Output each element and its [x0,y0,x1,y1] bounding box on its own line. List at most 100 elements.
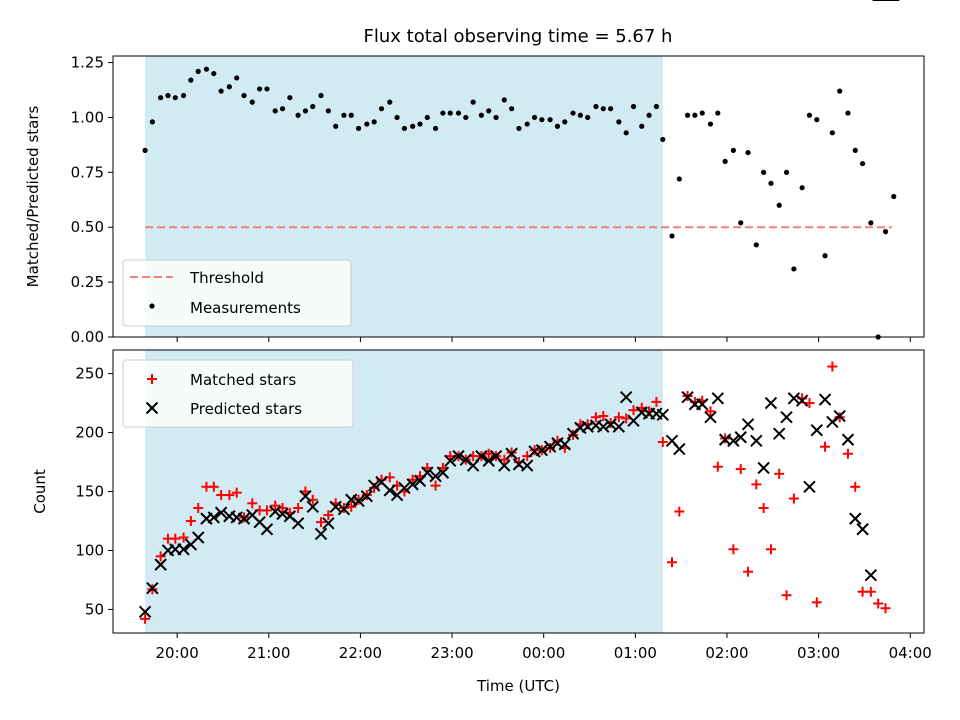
ratio-axes-frame [112,55,925,338]
matched-star-point [247,498,258,509]
predicted-star-point [482,454,495,468]
measurement-point [660,136,666,143]
measurement-point [783,169,790,175]
measurement-point [623,130,629,136]
measurement-point [325,108,331,114]
measurement-point [401,125,408,132]
predicted-star-point [619,390,633,404]
matched-star-point [346,501,357,512]
matched-star-point [674,506,685,517]
measurement-point [646,112,652,118]
predicted-star-point [750,434,763,448]
measurement-point [264,86,270,92]
matched-legend-swatch [147,374,157,384]
ratio-x-ticks [176,337,911,342]
measurement-point [707,121,714,127]
y-tick-label: 1.00 [71,108,104,126]
matched-star-point [140,613,151,624]
predicted-star-point [207,511,221,524]
measurement-point [203,66,210,72]
measurement-point [310,103,316,110]
predicted-star-point [704,411,717,424]
matched-star-point [865,586,876,597]
measurement-point [692,112,698,118]
measurement-point [470,99,476,105]
matched-star-point [705,406,716,417]
predicted-star-point [520,459,534,472]
measurement-point [234,75,240,81]
matched-star-point [758,503,769,514]
measurement-point [531,114,538,121]
measurement-point [249,99,255,105]
measurement-point [410,123,416,129]
measurement-point [295,112,301,118]
ratio-legend: Threshold Measurements [122,259,352,327]
matched-legend-marker [147,374,157,384]
measurement-point [562,119,568,125]
matched-star-point [743,566,754,577]
predicted-star-point [237,512,251,525]
count-x-ticks: 20:00 21:00 22:00 23:00 00:00 01:00 02:00 03:00… [156,633,932,662]
predicted-star-point [260,523,274,536]
predicted-star-point [787,392,801,405]
matched-star-point [231,487,242,498]
count-legend: Matched stars Predicted stars [122,359,354,428]
predicted-star-point [421,466,434,479]
predicted-legend-swatch [145,401,159,415]
predicted-star-point [535,444,549,457]
matched-star-point [842,448,853,459]
predicted-star-point [734,431,747,444]
predicted-star-point [452,449,465,463]
matched-star-point [590,412,601,423]
measurement-point [172,95,178,101]
predicted-star-point [322,517,335,530]
measurement-point [768,180,774,186]
x-axis-label: Time (UTC) [476,677,560,695]
predicted-star-point [406,478,419,491]
measurement-point [669,233,675,239]
matched-star-point [430,480,441,491]
predicted-star-point [566,427,580,440]
matched-star-point [193,503,204,514]
measurement-point [600,106,606,112]
x-tick-label: 22:00 [339,644,382,662]
matched-legend-label: Matched stars [190,371,296,389]
count-y-ticks: 50 100 150 200 250 [75,365,113,618]
measurements-series [142,66,897,340]
measurement-point [639,123,645,129]
predicted-star-point [214,506,228,519]
matched-star-point [155,551,166,562]
y-tick-label: 0.75 [71,163,104,181]
y-tick-label: 100 [75,541,104,559]
measurement-point [829,130,835,136]
measurement-point [837,88,843,94]
matched-star-point [788,493,799,504]
measurement-point [539,117,545,123]
predicted-star-point [314,527,328,541]
measurement-point [882,229,889,235]
measurement-point [524,121,530,127]
predicted-star-point [803,480,816,493]
predicted-star-point [276,507,289,521]
matched-star-point [316,517,327,528]
matched-star-point [804,398,815,409]
measurement-point [607,106,614,112]
matched-star-point [598,411,609,422]
measurement-point [149,119,156,125]
matched-star-point [270,500,281,511]
predicted-star-point [558,438,571,451]
predicted-star-point [612,420,626,433]
measurement-point [699,110,705,116]
predicted-star-point [849,512,862,525]
predicted-star-point [773,427,786,440]
matched-star-point [208,481,219,492]
measurement-point [486,108,492,114]
measurement-point [722,158,728,164]
measurement-point [211,70,217,77]
predicted-star-point [757,461,770,475]
count-legend-box [122,359,354,428]
measurement-point [653,103,660,110]
matched-star-point [774,468,785,479]
matched-star-point [850,481,861,492]
